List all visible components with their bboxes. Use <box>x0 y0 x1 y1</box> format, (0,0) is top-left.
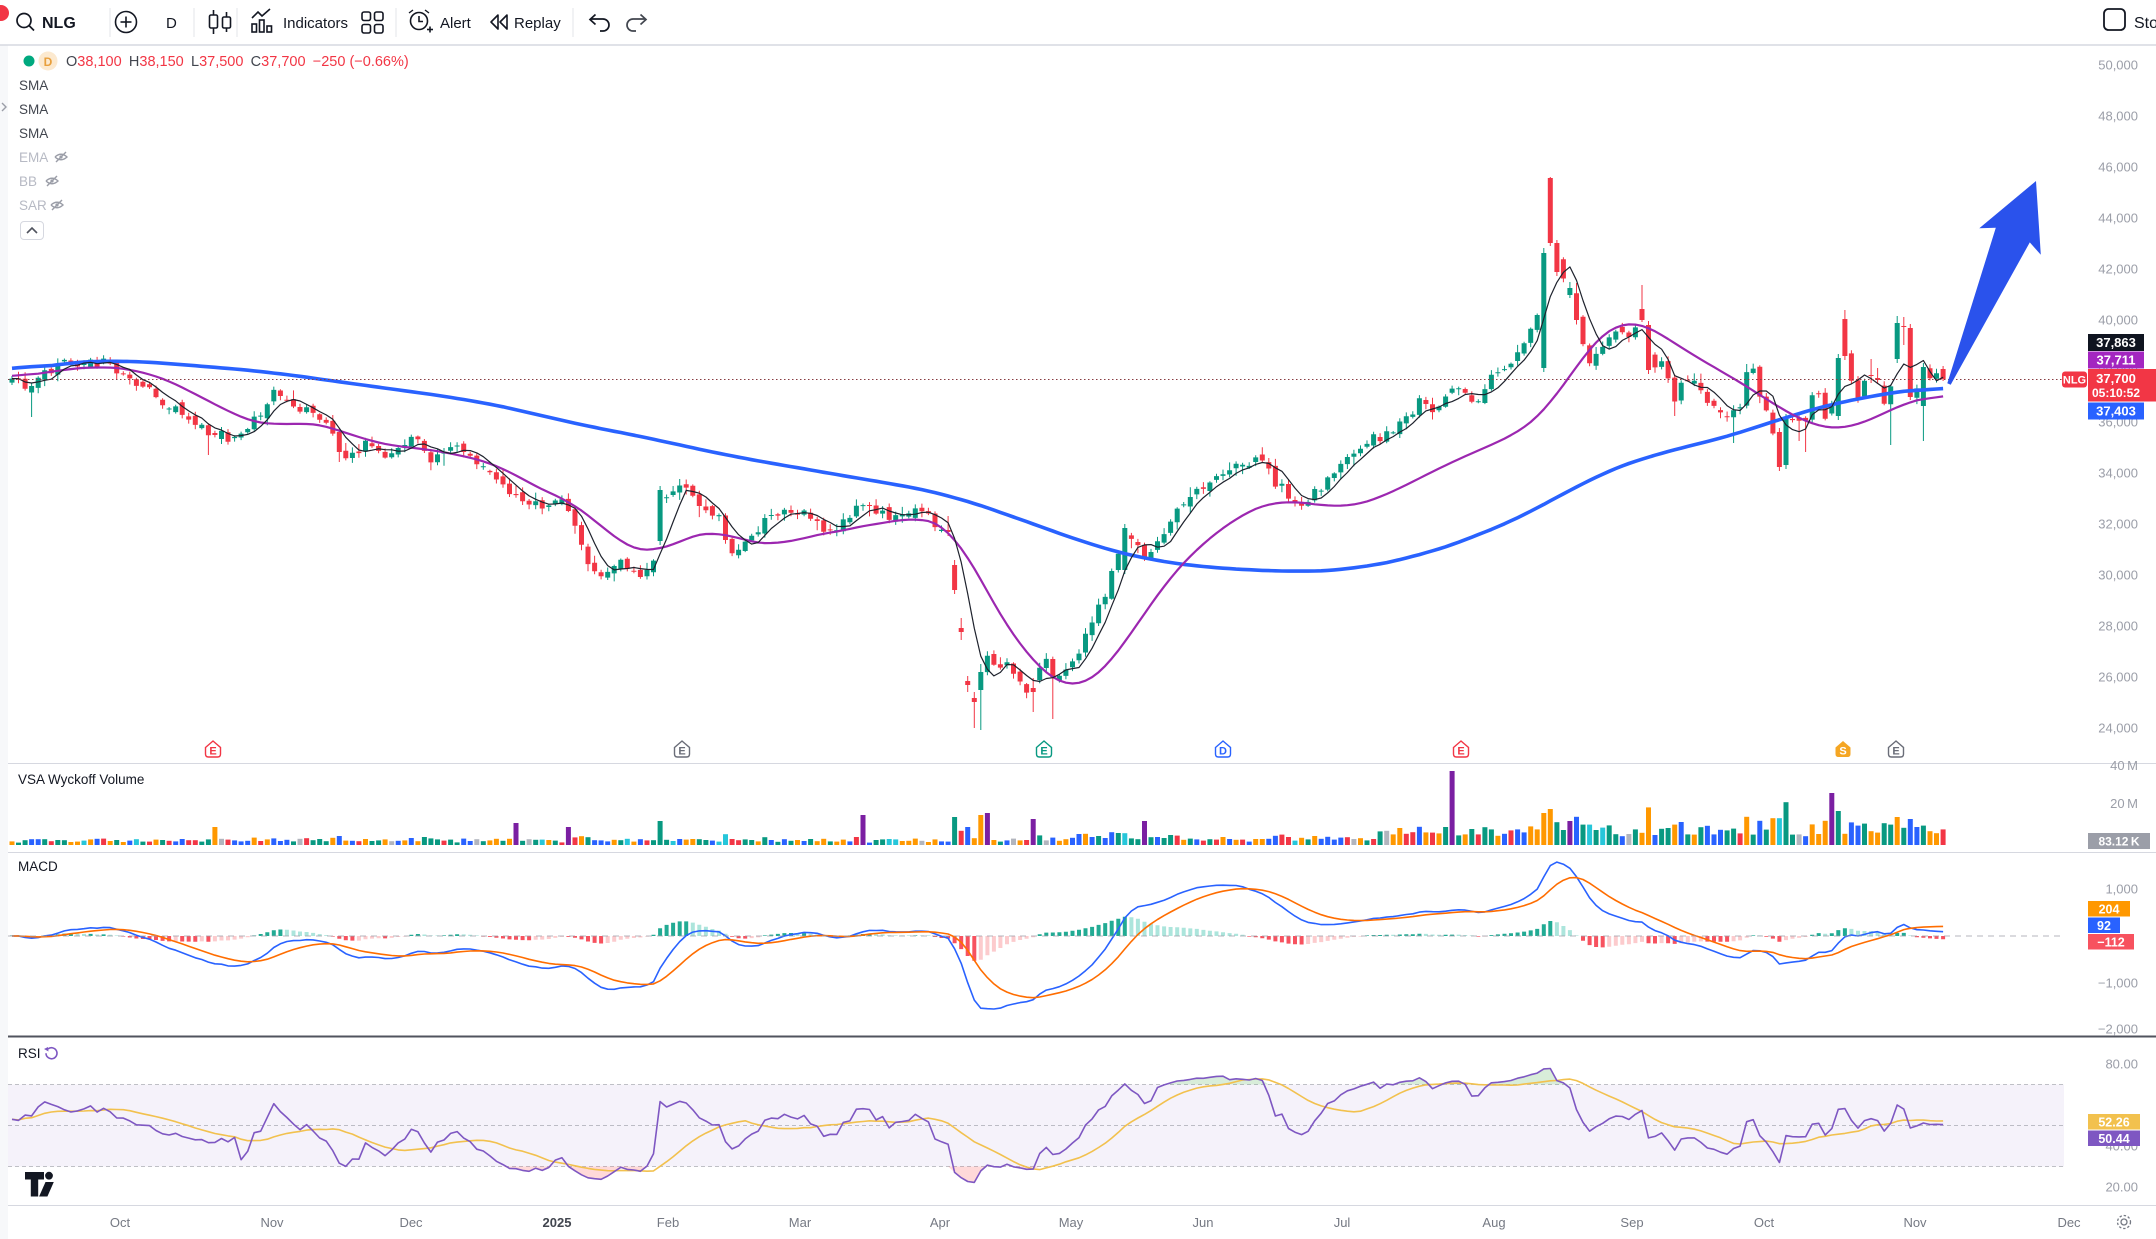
svg-text:S: S <box>1839 746 1846 758</box>
svg-text:RSI: RSI <box>18 1046 41 1061</box>
svg-text:92: 92 <box>2097 919 2111 933</box>
svg-text:37,711: 37,711 <box>2096 353 2135 368</box>
svg-text:Oct: Oct <box>1754 1215 1775 1230</box>
svg-text:SMA: SMA <box>19 126 48 141</box>
svg-text:D: D <box>166 15 177 32</box>
svg-text:Oct: Oct <box>110 1215 131 1230</box>
svg-text:44,000: 44,000 <box>2098 211 2138 226</box>
svg-text:24,000: 24,000 <box>2098 721 2138 736</box>
svg-text:SMA: SMA <box>19 78 48 93</box>
svg-text:Nov: Nov <box>260 1215 284 1230</box>
svg-text:Jun: Jun <box>1193 1215 1214 1230</box>
svg-text:20.00: 20.00 <box>2105 1180 2138 1195</box>
svg-text:83.12 K: 83.12 K <box>2098 834 2139 848</box>
svg-text:E: E <box>1892 746 1899 758</box>
svg-text:E: E <box>1040 746 1047 758</box>
svg-text:80.00: 80.00 <box>2105 1057 2138 1072</box>
svg-text:34,000: 34,000 <box>2098 466 2138 481</box>
svg-text:1,000: 1,000 <box>2105 882 2138 897</box>
svg-text:40 M: 40 M <box>2110 758 2138 773</box>
svg-text:30,000: 30,000 <box>2098 568 2138 583</box>
svg-text:52.26: 52.26 <box>2098 1115 2129 1129</box>
svg-text:Replay: Replay <box>514 15 561 32</box>
svg-text:32,000: 32,000 <box>2098 517 2138 532</box>
svg-text:50.44: 50.44 <box>2098 1132 2129 1146</box>
svg-text:Feb: Feb <box>657 1215 679 1230</box>
svg-text:Apr: Apr <box>930 1215 951 1230</box>
svg-text:37,863: 37,863 <box>2096 335 2136 350</box>
svg-text:VSA Wyckoff Volume: VSA Wyckoff Volume <box>18 772 144 787</box>
svg-text:20 M: 20 M <box>2110 796 2138 811</box>
svg-text:MACD: MACD <box>18 859 58 874</box>
svg-text:May: May <box>1059 1215 1084 1230</box>
svg-text:E: E <box>678 746 685 758</box>
svg-text:Nov: Nov <box>1903 1215 1927 1230</box>
svg-text:46,000: 46,000 <box>2098 160 2138 175</box>
svg-text:EMA: EMA <box>19 150 48 165</box>
svg-text:SAR: SAR <box>19 198 47 213</box>
svg-text:50,000: 50,000 <box>2098 58 2138 73</box>
svg-text:NLG: NLG <box>2063 375 2086 387</box>
svg-text:Sep: Sep <box>1620 1215 1643 1230</box>
svg-text:O38,100 H38,150 L37,500 C37,70: O38,100 H38,150 L37,500 C37,700 −250 (−0… <box>66 54 409 70</box>
svg-text:05:10:52: 05:10:52 <box>2092 386 2140 400</box>
svg-text:E: E <box>1457 746 1464 758</box>
svg-text:BB: BB <box>19 174 37 189</box>
svg-text:28,000: 28,000 <box>2098 619 2138 634</box>
svg-text:48,000: 48,000 <box>2098 109 2138 124</box>
svg-text:−1,000: −1,000 <box>2098 976 2138 991</box>
svg-text:E: E <box>209 746 216 758</box>
svg-text:26,000: 26,000 <box>2098 670 2138 685</box>
svg-text:Mar: Mar <box>789 1215 812 1230</box>
svg-text:D: D <box>44 55 53 69</box>
svg-text:40,000: 40,000 <box>2098 313 2138 328</box>
svg-text:Dec: Dec <box>2057 1215 2081 1230</box>
svg-text:Indicators: Indicators <box>283 15 348 32</box>
svg-text:204: 204 <box>2099 902 2120 916</box>
svg-text:2025: 2025 <box>543 1215 572 1230</box>
svg-text:Jul: Jul <box>1334 1215 1351 1230</box>
svg-text:Sto: Sto <box>2134 15 2156 32</box>
svg-text:42,000: 42,000 <box>2098 262 2138 277</box>
svg-text:NLG: NLG <box>42 15 76 32</box>
svg-text:−2,000: −2,000 <box>2098 1022 2138 1037</box>
svg-text:37,700: 37,700 <box>2096 371 2136 386</box>
svg-text:SMA: SMA <box>19 102 48 117</box>
svg-text:37,403: 37,403 <box>2096 404 2136 419</box>
svg-text:Aug: Aug <box>1482 1215 1505 1230</box>
svg-text:Alert: Alert <box>440 15 472 32</box>
svg-text:D: D <box>1219 746 1227 758</box>
svg-text:Dec: Dec <box>399 1215 423 1230</box>
svg-text:−112: −112 <box>2097 935 2125 949</box>
